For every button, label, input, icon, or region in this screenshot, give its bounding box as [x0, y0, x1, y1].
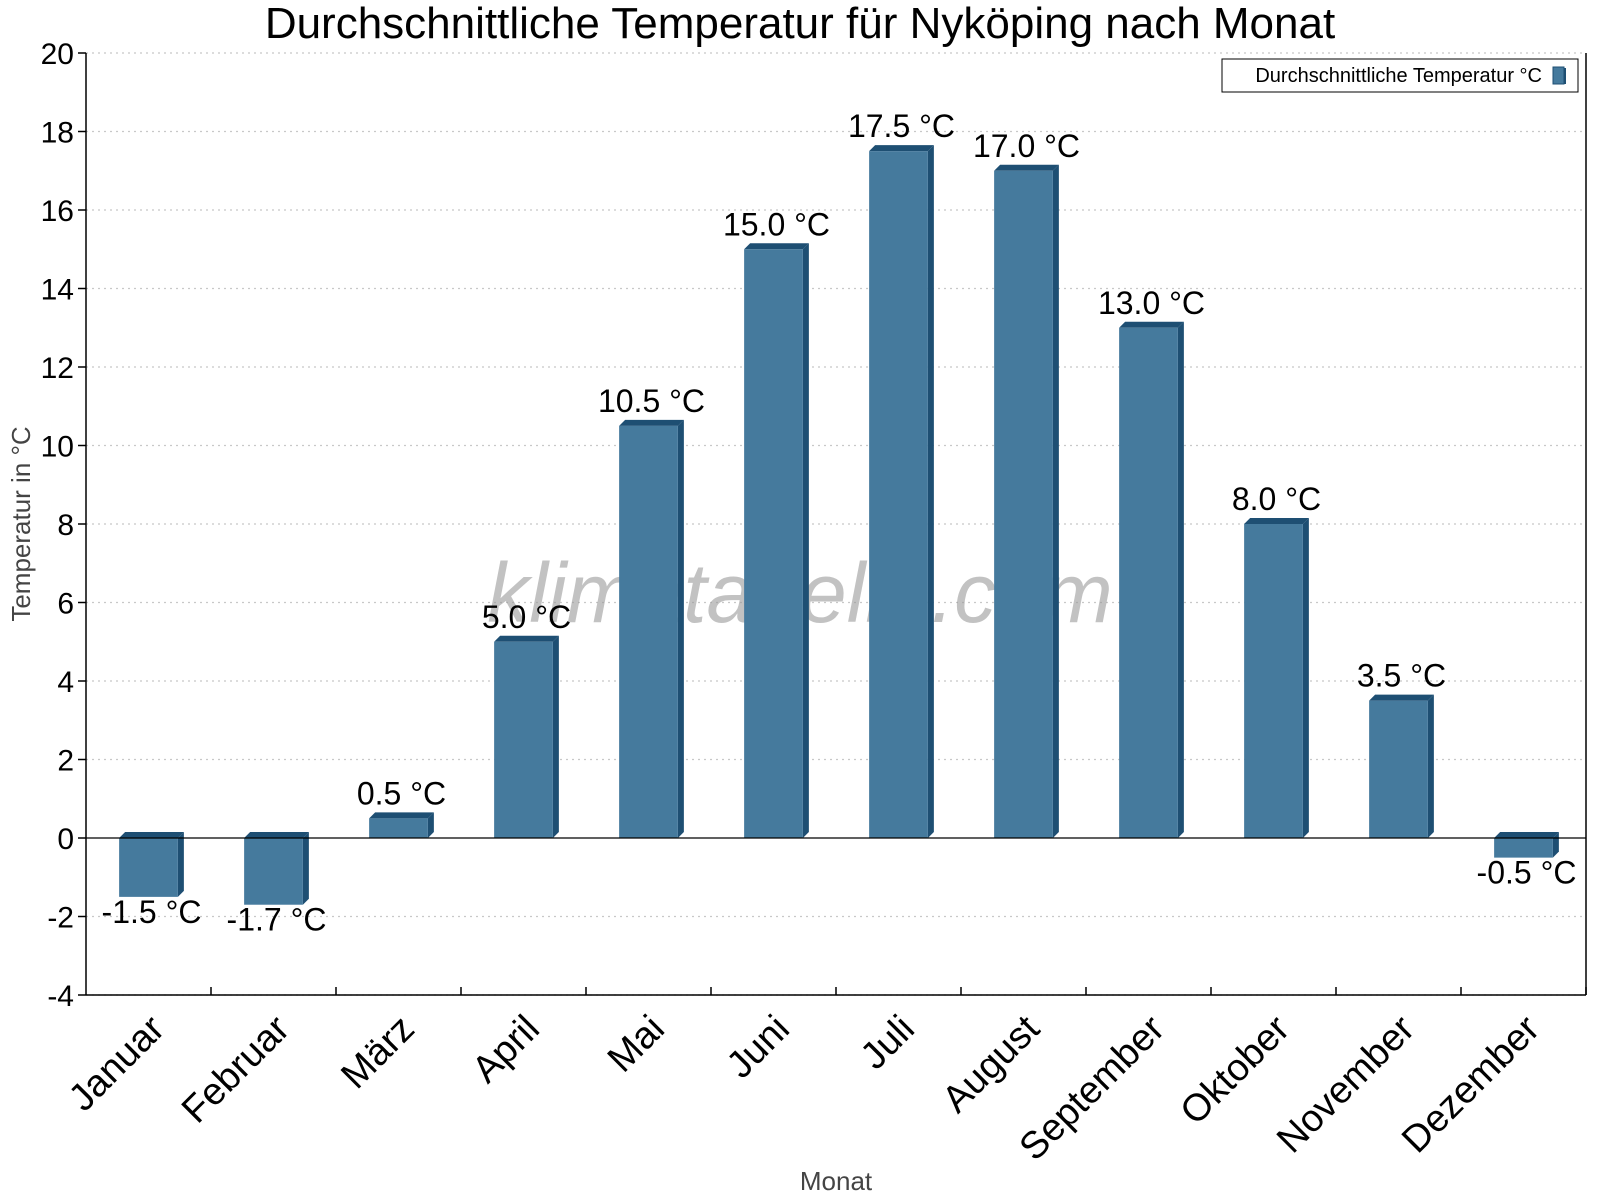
bar-front — [869, 151, 928, 838]
bar-top — [244, 832, 309, 838]
x-tick-label: Mai — [600, 1008, 673, 1081]
bar-september — [1119, 321, 1184, 838]
data-label: 17.0 °C — [973, 128, 1080, 164]
x-tick-label: Januar — [61, 1007, 173, 1119]
data-label: 17.5 °C — [848, 108, 955, 144]
data-label: 0.5 °C — [357, 775, 446, 811]
legend-swatch-side — [1564, 68, 1566, 84]
bar-top — [119, 832, 184, 838]
bar-side — [302, 832, 309, 905]
bar-front — [994, 170, 1053, 838]
bar-front — [619, 425, 678, 838]
y-tick-label: 10 — [41, 431, 74, 464]
bar-side — [177, 832, 184, 897]
grid-lines — [86, 52, 1586, 996]
bar-mai — [619, 419, 684, 838]
bar-side — [1177, 321, 1184, 838]
data-label: -0.5 °C — [1477, 855, 1577, 891]
data-label: 5.0 °C — [482, 599, 571, 635]
x-axis-label: Monat — [800, 1166, 873, 1196]
y-tick-label: 0 — [57, 823, 74, 856]
legend-label: Durchschnittliche Temperatur °C — [1255, 65, 1542, 87]
bar-front — [744, 249, 803, 838]
bar-front — [1494, 838, 1553, 858]
y-tick-label: 16 — [41, 195, 74, 228]
legend-swatch — [1552, 66, 1565, 85]
bar-side — [1427, 694, 1434, 838]
bar-top — [1369, 694, 1434, 701]
bar-side — [677, 419, 684, 838]
bar-august — [994, 164, 1059, 838]
data-label: 15.0 °C — [723, 206, 830, 242]
bar-top — [744, 243, 809, 250]
bar-side — [1052, 164, 1059, 838]
chart-title: Durchschnittliche Temperatur für Nyköpin… — [265, 0, 1335, 48]
data-label: 13.0 °C — [1098, 285, 1205, 321]
bar-juni — [744, 243, 809, 838]
y-tick-label: 14 — [41, 274, 74, 307]
bar-top — [1119, 321, 1184, 328]
data-labels: -1.5 °C -1.7 °C 0.5 °C 5.0 °C 10.5 °C 15.0 °C… — [102, 108, 1577, 938]
bar-front — [369, 818, 428, 838]
bar-front — [1369, 700, 1428, 838]
x-tick-label: Dezember — [1394, 1007, 1548, 1161]
x-tick-label: März — [333, 1008, 422, 1097]
data-label: -1.5 °C — [102, 894, 202, 930]
y-tick-label: 12 — [41, 352, 74, 385]
bar-front — [1244, 524, 1303, 838]
bar-top — [1494, 832, 1559, 838]
bar-top — [1244, 518, 1309, 524]
bar-februar — [244, 832, 309, 905]
y-tick-label: 18 — [41, 117, 74, 150]
data-label: 8.0 °C — [1232, 481, 1321, 517]
bar-top — [994, 164, 1059, 171]
x-tick-label: April — [464, 1008, 547, 1091]
bar-side — [802, 243, 809, 838]
y-tick-label: 20 — [41, 38, 74, 71]
bar-juli — [869, 145, 934, 838]
y-tick-label: 4 — [57, 666, 74, 699]
bars — [119, 145, 1559, 905]
x-tick-label: Juli — [853, 1008, 923, 1078]
x-tick-label: Juni — [719, 1008, 798, 1087]
y-tick-label: -4 — [47, 980, 74, 1013]
bar-top — [369, 812, 434, 819]
bar-front — [1119, 327, 1178, 838]
bar-side — [552, 635, 559, 838]
bar-top — [869, 145, 934, 152]
bar-april — [494, 635, 559, 838]
y-tick-label: 8 — [57, 509, 74, 542]
bar-november — [1369, 694, 1434, 838]
bar-oktober — [1244, 518, 1309, 838]
x-tick-label: August — [935, 1007, 1049, 1121]
legend-box — [1221, 58, 1579, 93]
bar-front — [494, 641, 553, 838]
bar-side — [427, 812, 434, 838]
y-tick-label: 6 — [57, 588, 74, 621]
y-tick-label: 2 — [57, 745, 74, 778]
bar-januar — [119, 832, 184, 897]
x-tick-label: Februar — [174, 1007, 298, 1131]
bar-top — [494, 635, 559, 642]
bar-front — [119, 838, 178, 897]
bar-märz — [369, 812, 434, 838]
x-tick-label: Oktober — [1173, 1007, 1299, 1133]
bar-side — [927, 145, 934, 838]
bar-front — [244, 838, 303, 905]
bar-side — [1302, 518, 1309, 838]
data-label: 3.5 °C — [1357, 658, 1446, 694]
data-label: 10.5 °C — [598, 383, 705, 419]
y-tick-label: -2 — [47, 902, 74, 935]
bar-top — [619, 419, 684, 426]
data-label: -1.7 °C — [227, 902, 327, 938]
legend: Durchschnittliche Temperatur °C — [1221, 58, 1579, 93]
y-axis-label: Temperatur in °C — [6, 426, 36, 621]
